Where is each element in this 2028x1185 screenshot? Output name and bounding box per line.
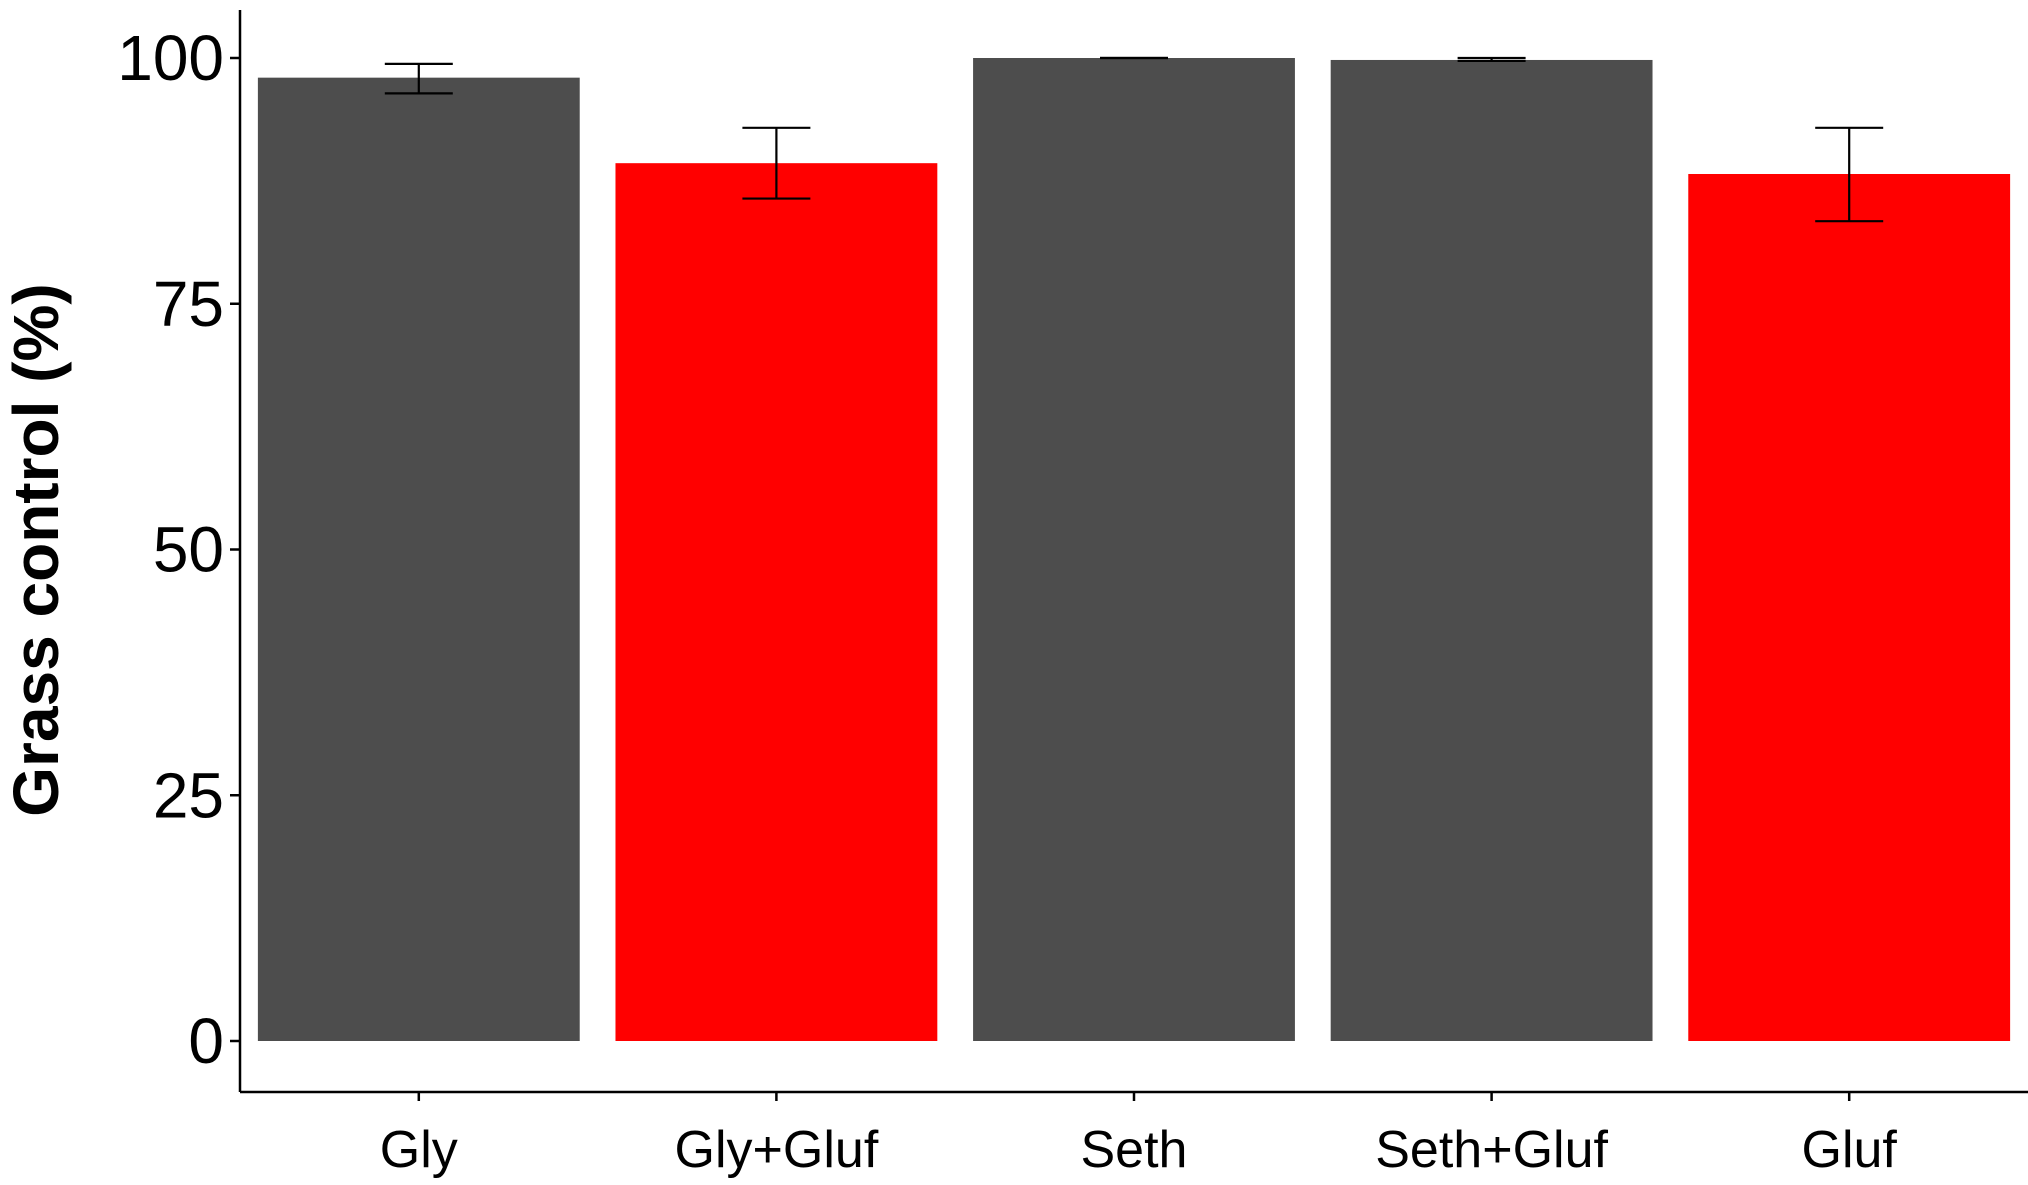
y-tick-label-100: 100 (117, 22, 224, 94)
bar-seth (973, 58, 1295, 1041)
error-bar-gluf (1815, 126, 1884, 223)
y-tick-label-75: 75 (153, 268, 224, 340)
x-tick-label-gly-gluf: Gly+Gluf (675, 1121, 879, 1179)
bars (257, 58, 2011, 1041)
y-axis-title: Grass control (%) (0, 283, 72, 816)
bar-seth-gluf (1330, 59, 1653, 1041)
bar-gluf (1688, 173, 2011, 1041)
y-tick-label-0: 0 (188, 1005, 224, 1077)
bar-gly (257, 77, 580, 1041)
x-tick-label-seth: Seth (1081, 1121, 1188, 1179)
error-bar-seth-gluf (1457, 56, 1526, 63)
error-bar-gly (384, 62, 453, 95)
y-ticks: 0 25 50 75 100 (117, 22, 240, 1077)
error-bar-gly-gluf (742, 126, 811, 200)
y-tick-label-25: 25 (153, 759, 224, 831)
x-ticks: Gly Gly+Gluf Seth Seth+Gluf Gluf (380, 1092, 1898, 1179)
x-tick-label-gly: Gly (380, 1121, 458, 1179)
error-bars (384, 56, 1884, 223)
y-tick-label-50: 50 (153, 514, 224, 586)
x-tick-label-seth-gluf: Seth+Gluf (1375, 1121, 1608, 1179)
x-tick-label-gluf: Gluf (1802, 1121, 1898, 1179)
bar-gly-gluf (615, 163, 938, 1041)
